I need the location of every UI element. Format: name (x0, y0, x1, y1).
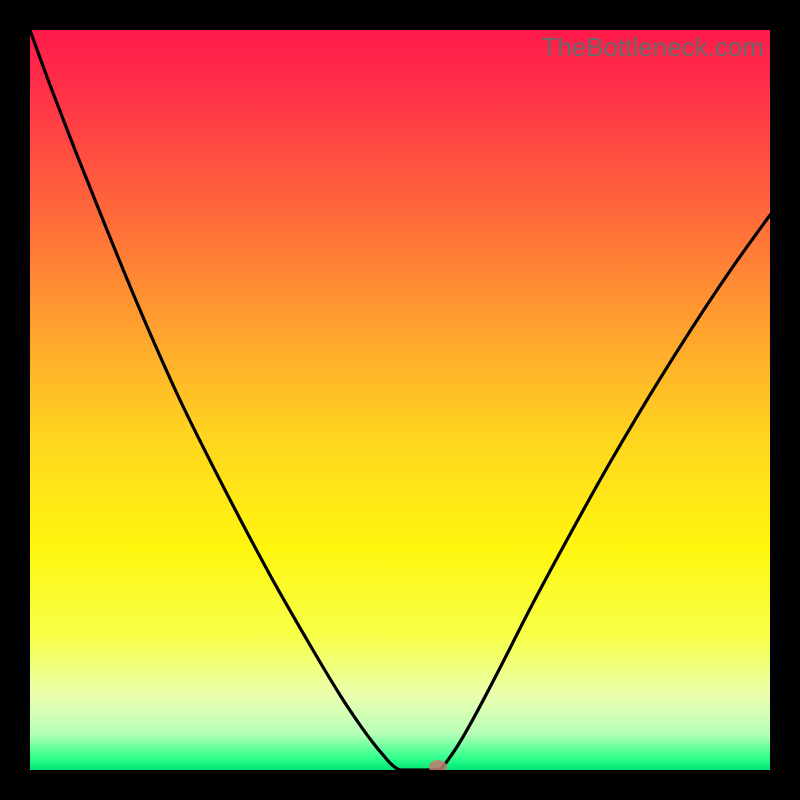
plot-area: TheBottleneck.com (30, 30, 770, 770)
watermark-text: TheBottleneck.com (541, 32, 764, 63)
bottleneck-curve (30, 30, 770, 770)
minimum-marker (429, 760, 447, 770)
curve-path (30, 30, 770, 770)
chart-frame: TheBottleneck.com (0, 0, 800, 800)
